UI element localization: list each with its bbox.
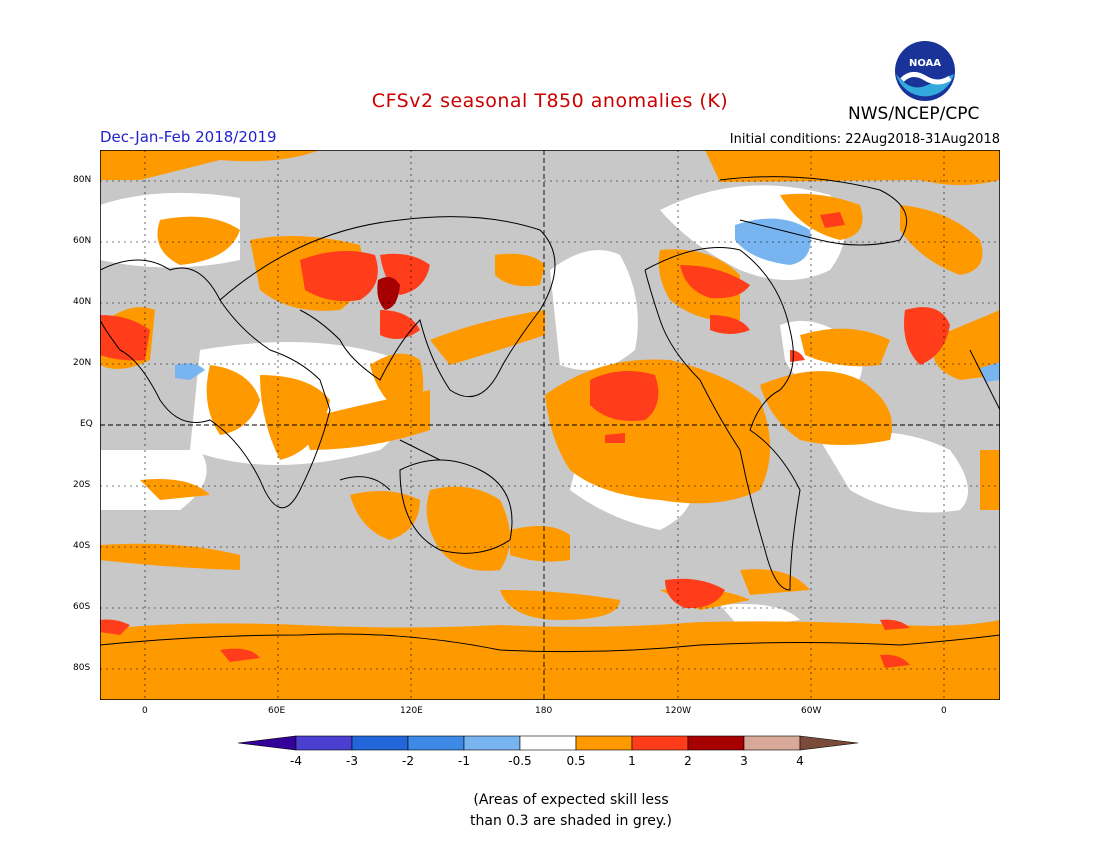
skill-note: (Areas of expected skill less than 0.3 a… [470, 790, 672, 832]
lon-label: 0 [941, 706, 947, 716]
lat-label: EQ [80, 419, 93, 429]
noaa-logo-text: NOAA [909, 58, 941, 69]
lat-label: 40S [73, 541, 91, 551]
colorbar-label: -0.5 [508, 754, 531, 768]
colorbar-arrow-low [238, 735, 297, 751]
colorbar: -4 -3 -2 -1 -0.5 0.5 1 2 3 4 [238, 735, 859, 768]
colorbar-label: -4 [290, 754, 302, 768]
colorbar-label: 1 [628, 754, 636, 768]
lon-label: 0 [142, 706, 148, 716]
lon-label: 120E [400, 706, 423, 716]
lon-label: 60E [268, 706, 286, 716]
noaa-logo-wave [896, 74, 954, 97]
colorbar-box [407, 735, 465, 751]
colorbar-box [295, 735, 353, 751]
lon-label: 60W [801, 706, 822, 716]
colorbar-label: 2 [684, 754, 692, 768]
colorbar-label: -3 [346, 754, 358, 768]
lat-label: 40N [73, 297, 92, 307]
map-title: CFSv2 seasonal T850 anomalies (K) [371, 90, 729, 112]
colorbar-label: -2 [402, 754, 414, 768]
colorbar-labels: -4 -3 -2 -1 -0.5 0.5 1 2 3 4 [290, 754, 804, 768]
noaa-logo-gull [900, 72, 952, 85]
lat-label: 80S [73, 663, 91, 673]
colorbar-label: 4 [796, 754, 804, 768]
lon-label: 180 [535, 706, 553, 716]
colorbar-arrow-high [799, 735, 859, 751]
lat-label: 80N [73, 175, 92, 185]
lat-label: 20N [73, 358, 92, 368]
colorbar-label: 0.5 [566, 754, 585, 768]
colorbar-box [575, 735, 633, 751]
equator-dateline [100, 150, 1000, 700]
strong-warm-anomaly-regions [100, 212, 950, 668]
agency-label: NWS/NCEP/CPC [848, 104, 980, 124]
colorbar-box [463, 735, 521, 751]
initial-conditions-label: Initial conditions: 22Aug2018-31Aug2018 [729, 132, 1000, 147]
lat-label: 60S [73, 602, 91, 612]
colorbar-box [631, 735, 689, 751]
lat-label: 20S [73, 480, 91, 490]
anomaly-map [100, 150, 1000, 700]
colorbar-label: -1 [458, 754, 470, 768]
graticule [100, 150, 1000, 700]
skill-note-line2: than 0.3 are shaded in grey.) [470, 813, 673, 829]
colorbar-box [351, 735, 409, 751]
season-label: Dec-Jan-Feb 2018/2019 [100, 128, 277, 146]
very-strong-warm-anomaly [377, 276, 400, 310]
colorbar-box [519, 735, 577, 751]
colorbar-boxes [238, 735, 859, 751]
lat-label: 60N [73, 236, 92, 246]
lon-label: 120W [665, 706, 692, 716]
noaa-logo: NOAA [895, 41, 955, 101]
skill-note-line1: (Areas of expected skill less [473, 792, 669, 808]
colorbar-label: 3 [740, 754, 748, 768]
coastlines [100, 176, 1000, 653]
colorbar-box [687, 735, 745, 751]
colorbar-box [743, 735, 801, 751]
